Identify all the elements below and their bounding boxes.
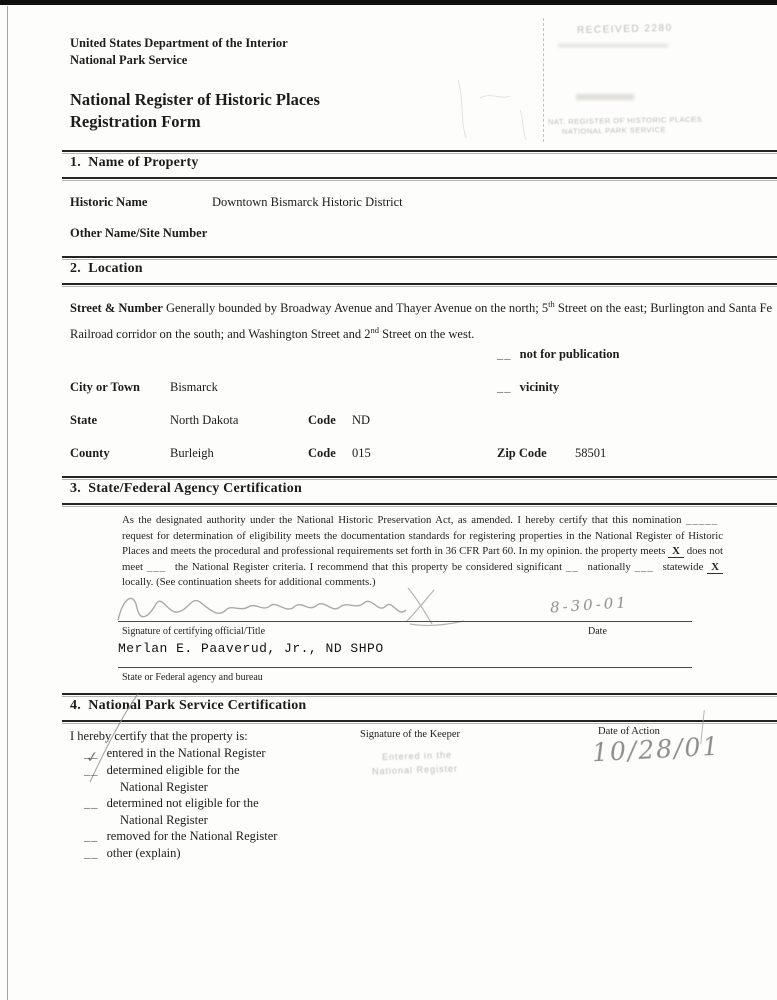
item-blank: __ <box>84 763 99 777</box>
street-sup-th: th <box>548 299 555 309</box>
not-for-publication-label: not for publication <box>519 347 620 361</box>
nps-cert-item-removed: __ removed for the National Register <box>84 829 277 844</box>
item-label: entered in the National Register <box>106 746 266 760</box>
section4-rule-bottom <box>62 720 777 724</box>
form-title-line-2: Registration Form <box>70 112 201 131</box>
form-title-line-1: National Register of Historic Places <box>70 90 320 109</box>
state-value: North Dakota <box>170 413 239 427</box>
signature-line <box>118 621 692 622</box>
signature-caption: Signature of certifying official/Title <box>122 626 266 637</box>
section4-rule-top <box>62 693 777 697</box>
not-for-publication-blank: __ <box>497 347 512 361</box>
nps-cert-item-eligible: __ determined eligible for the <box>84 763 240 778</box>
county-value: Burleigh <box>170 446 214 460</box>
vicinity-label: vicinity <box>519 380 560 394</box>
section2-heading: 2. Location <box>70 261 143 276</box>
cert-text-2: request for determination of eligibility… <box>122 529 723 558</box>
nps-cert-item-other: __ other (explain) <box>84 846 181 861</box>
item-label: other (explain) <box>106 846 181 860</box>
section3-rule-top <box>62 476 777 480</box>
section1-heading: 1. Name of Property <box>70 155 199 170</box>
cert-text-7: locally. (See continuation sheets for ad… <box>122 576 376 589</box>
cert-text-6: statewide <box>658 560 708 573</box>
city-value: Bismarck <box>170 380 218 394</box>
date-caption: Date <box>588 626 607 637</box>
not-for-publication-row: __ not for publication <box>497 347 619 362</box>
section1-rule-bottom <box>62 177 777 181</box>
item-label: determined eligible for the <box>106 763 240 777</box>
agency-line-1: United States Department of the Interior <box>70 36 288 50</box>
stray-pen-stroke <box>89 693 139 783</box>
street-text-3: Street on the west. <box>378 326 475 341</box>
historic-name-value: Downtown Bismarck Historic District <box>212 195 403 209</box>
agency-caption: State or Federal agency and bureau <box>122 672 263 683</box>
stray-pencil-marks <box>457 79 527 141</box>
item-blank: __ <box>84 829 99 843</box>
cert-blank-1: _____ <box>686 514 718 526</box>
cert-text-4: the National Register criteria. I recomm… <box>171 560 566 573</box>
cert-x-meets: X <box>668 545 684 559</box>
received-stamp-text: RECEIVED 2280 <box>576 22 673 37</box>
stamp-nps-line: NATIONAL PARK SERVICE <box>561 125 667 136</box>
agency-line <box>118 667 692 668</box>
cert-blank-4: ___ <box>634 560 654 573</box>
section2-rule-top <box>62 256 777 260</box>
item-blank: __ <box>84 746 99 760</box>
item-label: determined not eligible for the <box>106 796 259 810</box>
street-text-1: Generally bounded by Broadway Avenue and… <box>162 301 549 316</box>
agency-line-2: National Park Service <box>70 53 188 67</box>
certifying-official-name: Merlan E. Paaverud, Jr., ND SHPO <box>118 641 384 656</box>
date-of-action-label: Date of Action <box>598 726 660 737</box>
state-code-value: ND <box>352 413 371 427</box>
keeper-stamp-line2: National Register <box>371 763 459 777</box>
cert-blank-3: __ <box>565 560 579 573</box>
handwritten-date-section3: 8-30-01 <box>549 593 630 617</box>
county-label: County <box>70 446 110 460</box>
zip-value: 58501 <box>575 446 607 460</box>
section2-rule-bottom <box>62 283 777 287</box>
scan-left-edge-line <box>7 6 8 1000</box>
state-label: State <box>70 413 98 427</box>
date-of-action-value: 10/28/01 <box>591 731 721 768</box>
county-code-label: Code <box>308 446 336 460</box>
zip-label: Zip Code <box>497 446 547 460</box>
historic-name-label: Historic Name <box>70 195 148 209</box>
stamp-box-edge <box>543 18 544 142</box>
county-code-value: 015 <box>352 446 371 460</box>
cert-text-3: does not meet <box>122 545 723 573</box>
item-blank: __ <box>84 796 99 810</box>
keeper-stamp-line1: Entered in the <box>381 749 453 763</box>
nps-cert-item-not-eligible-line2: National Register <box>120 813 208 827</box>
street-and-number: Street & Number Generally bounded by Bro… <box>70 294 776 345</box>
section3-heading: 3. State/Federal Agency Certification <box>70 481 302 496</box>
cert-text-1: As the designated authority under the Na… <box>122 514 686 526</box>
vicinity-blank: __ <box>497 380 512 394</box>
state-code-label: Code <box>308 413 336 427</box>
section1-rule-top <box>62 150 777 154</box>
item-label: removed for the National Register <box>106 829 278 843</box>
stamp-register-line: NAT. REGISTER OF HISTORIC PLACES <box>547 114 703 127</box>
cert-x-locally: X <box>707 560 724 574</box>
nps-cert-item-not-eligible: __ determined not eligible for the <box>84 796 259 811</box>
other-name-label: Other Name/Site Number <box>70 226 208 240</box>
scan-top-edge <box>0 0 777 5</box>
cert-text-5: nationally <box>583 560 635 573</box>
certification-paragraph: As the designated authority under the Na… <box>122 513 724 591</box>
item-blank: __ <box>84 846 99 860</box>
city-label: City or Town <box>70 380 140 394</box>
street-sup-nd: nd <box>370 324 379 335</box>
section4-heading: 4. National Park Service Certification <box>70 698 307 713</box>
street-label: Street & Number <box>70 301 163 316</box>
nps-cert-item-eligible-line2: National Register <box>120 780 208 794</box>
section3-rule-bottom <box>62 503 777 507</box>
street-text-2: Street on the east; Burlington and Santa… <box>70 301 773 341</box>
vicinity-row: __ vicinity <box>497 380 559 395</box>
stamp-smudge-2 <box>576 94 634 100</box>
stamp-smudge-1 <box>558 44 668 47</box>
nps-cert-item-entered: __ entered in the National Register <box>84 746 266 761</box>
keeper-label: Signature of the Keeper <box>360 729 461 740</box>
cert-blank-2: ___ <box>146 560 167 573</box>
